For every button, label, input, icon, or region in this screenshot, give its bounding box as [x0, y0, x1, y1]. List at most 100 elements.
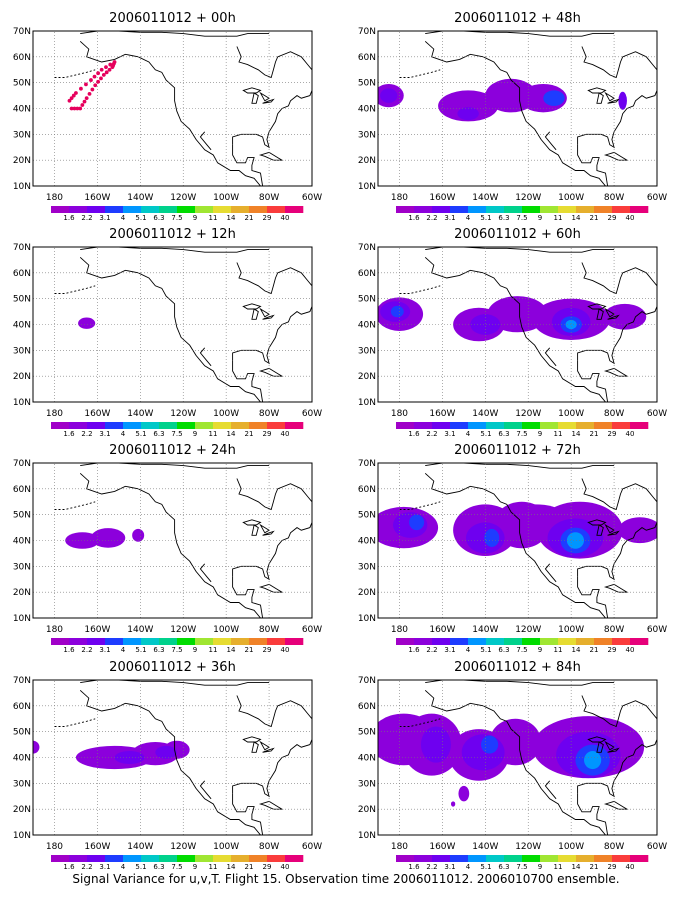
colorbar-label: 5.1: [135, 646, 146, 654]
colorbar-label: 21: [245, 863, 254, 871]
colorbar-label: 6.3: [153, 214, 164, 222]
coastline: [424, 472, 606, 618]
colorbar-swatch: [87, 422, 106, 429]
colorbar-swatch: [468, 422, 487, 429]
lat-tick-label: 40N: [358, 754, 376, 764]
lat-tick-label: 20N: [13, 588, 31, 598]
colorbar-label: 2.2: [426, 214, 437, 222]
great-lake: [262, 530, 275, 536]
figure-caption: Signal Variance for u,v,T. Flight 15. Ob…: [72, 872, 620, 886]
lon-tick-label: 120W: [515, 409, 541, 419]
lat-tick-label: 30N: [358, 562, 376, 572]
gridlines: [33, 31, 312, 186]
colorbar-label: 9: [538, 430, 542, 438]
lon-tick-label: 60W: [647, 193, 667, 203]
panel-frame: [32, 679, 313, 836]
great-lake: [259, 740, 270, 751]
lat-tick-label: 10N: [13, 831, 31, 841]
colorbar-label: 3.1: [444, 646, 455, 654]
colorbar-swatch: [468, 206, 487, 213]
coastline: [603, 151, 629, 161]
lon-tick-label: 160W: [429, 193, 455, 203]
gridlines: [33, 247, 312, 402]
lat-tick-label: 60N: [13, 53, 31, 63]
great-lake: [262, 314, 275, 320]
variance-contour: [618, 517, 657, 544]
colorbar-label: 9: [538, 646, 542, 654]
coastline: [80, 31, 270, 37]
lon-tick-label: 180: [391, 625, 408, 635]
colorbar-label: 5.1: [135, 863, 146, 871]
dropsonde-point: [99, 76, 103, 81]
colorbar-label: 7.5: [171, 863, 182, 871]
colorbar-swatch: [414, 638, 433, 645]
lat-tick-label: 10N: [358, 398, 376, 408]
colorbar: 1.6 2.2 3.1 4 5.1 6.3 7.5 9 11 14 21 29 40: [396, 855, 649, 871]
colorbar-swatch: [558, 855, 577, 862]
gridlines: [378, 31, 657, 186]
coastline: [399, 501, 441, 510]
variance-fill: [378, 713, 645, 807]
panel-frame: [32, 30, 313, 187]
colorbar-swatch: [285, 638, 304, 645]
coastline: [258, 800, 284, 810]
colorbar-label: 6.3: [498, 214, 509, 222]
colorbar-label: 14: [572, 214, 581, 222]
coastline: [236, 695, 312, 728]
coastline: [424, 689, 606, 835]
lat-tick-label: 10N: [13, 614, 31, 624]
great-lake: [596, 92, 604, 104]
lat-tick-label: 20N: [13, 156, 31, 166]
colorbar-swatch: [396, 422, 415, 429]
variance-contour: [132, 528, 145, 542]
lon-tick-label: 100W: [213, 625, 239, 635]
lon-tick-label: 80W: [259, 842, 279, 852]
colorbar-swatch: [213, 206, 232, 213]
lat-tick-label: 10N: [358, 182, 376, 192]
lon-tick-label: 180: [391, 193, 408, 203]
colorbar-label: 29: [263, 214, 272, 222]
great-lake: [607, 314, 620, 320]
colorbar-label: 1.6: [408, 214, 420, 222]
colorbar-label: 9: [538, 214, 542, 222]
colorbar-label: 29: [263, 863, 272, 871]
colorbar-label: 3.1: [99, 214, 110, 222]
colorbar-swatch: [504, 855, 523, 862]
lon-tick-label: 60W: [302, 842, 322, 852]
colorbar-label: 5.1: [480, 863, 491, 871]
lat-tick-label: 50N: [358, 728, 376, 738]
coastline: [199, 563, 212, 583]
colorbar: 1.6 2.2 3.1 4 5.1 6.3 7.5 9 11 14 21 29 40: [51, 855, 304, 871]
dropsonde-point: [71, 93, 76, 98]
colorbar-swatch: [69, 422, 88, 429]
colorbar-swatch: [594, 206, 613, 213]
lat-tick-label: 60N: [358, 269, 376, 279]
great-lake: [251, 308, 259, 320]
colorbar-swatch: [123, 855, 142, 862]
lon-tick-label: 160W: [429, 842, 455, 852]
colorbar-swatch: [105, 855, 124, 862]
colorbar-swatch: [576, 855, 595, 862]
panel-frame: [32, 462, 313, 619]
colorbar-swatch: [450, 422, 469, 429]
dropsonde-point: [111, 61, 116, 66]
map-panel-p72: 2006011012 + 72h 70N 60N 50N 40N 30N 20N 10N 180…: [358, 443, 667, 654]
dropsonde-point: [101, 73, 106, 77]
colorbar-swatch: [594, 638, 613, 645]
colorbar-label: 1.6: [63, 863, 75, 871]
colorbar-swatch: [141, 422, 160, 429]
colorbar-swatch: [231, 206, 250, 213]
coastline: [399, 285, 441, 294]
colorbar-label: 40: [281, 430, 290, 438]
colorbar-swatch: [558, 206, 577, 213]
coastline: [603, 800, 629, 810]
lon-tick-label: 140W: [127, 193, 153, 203]
colorbar-swatch: [159, 422, 178, 429]
coastline: [544, 780, 557, 800]
colorbar-swatch: [486, 855, 505, 862]
great-lake: [242, 736, 262, 743]
colorbar: 1.6 2.2 3.1 4 5.1 6.3 7.5 9 11 14 21 29 40: [396, 638, 649, 654]
colorbar-label: 3.1: [99, 646, 110, 654]
coastline: [80, 680, 270, 686]
colorbar-swatch: [450, 638, 469, 645]
